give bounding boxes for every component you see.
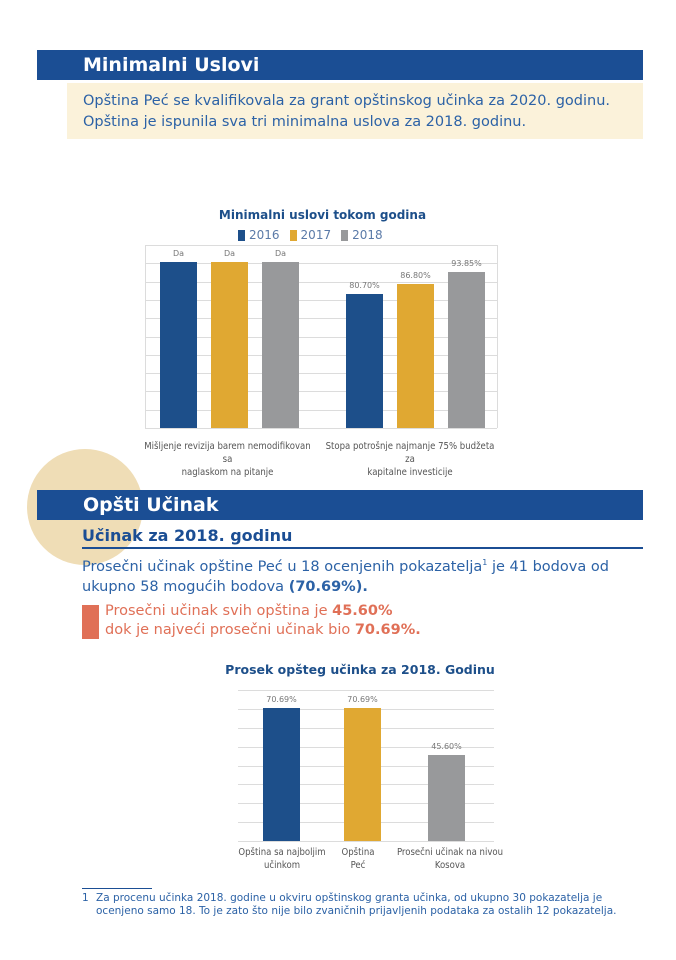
axis-line	[145, 245, 146, 428]
footnote-rule	[82, 888, 152, 889]
legend-swatch-icon	[289, 229, 297, 241]
callout-accent	[82, 605, 99, 639]
subsection-rule	[82, 547, 643, 549]
axis-line	[497, 245, 498, 428]
gridline	[145, 245, 497, 246]
intro-box: Opština Peć se kvalifikovala za grant op…	[67, 83, 643, 139]
bar-value-label: 93.85%	[451, 258, 482, 268]
gridline	[145, 299, 497, 301]
category-label-line: Mišljenje revizija barem nemodifikovan s…	[144, 441, 311, 465]
bar-2	[344, 707, 381, 841]
category-label-line: Prosečni učinak na nivou	[396, 847, 504, 858]
chart2-category-2-label: Opština Peć	[318, 846, 398, 872]
intro-line-1: Opština Peć se kvalifikovala za grant op…	[83, 93, 611, 109]
chart2-category-3-label: Prosečni učinak na nivou Kosova	[390, 846, 510, 872]
footnote-text: Za procenu učinka 2018. godine u okviru …	[96, 892, 617, 917]
legend-label: 2017	[300, 228, 332, 242]
legend-item-2017: 2017	[289, 228, 332, 242]
category-label-line: Kosova	[434, 860, 466, 871]
bar-value-label: 80.70%	[349, 280, 380, 290]
subsection-title: Učinak za 2018. godinu	[82, 526, 293, 545]
category-label-line: Peć	[350, 860, 366, 871]
gridline	[145, 391, 497, 393]
category-label-line: Stopa potrošnje najmanje 75% budžeta za	[325, 441, 495, 465]
section-title-opsti-ucinak: Opšti Učinak	[37, 490, 643, 520]
gridline	[145, 428, 497, 429]
footnote-number: 1	[82, 892, 89, 904]
gridline	[145, 373, 497, 375]
category-label-line: Opština sa najboljim	[238, 847, 326, 858]
bar-1	[263, 707, 300, 841]
gridline	[145, 318, 497, 320]
bar-2018-group-2	[448, 271, 485, 428]
bar-value-label: Da	[274, 248, 287, 258]
footnote-ref: 1	[482, 558, 488, 567]
legend-swatch-icon	[341, 229, 349, 241]
bar-3	[428, 754, 465, 841]
chart1-category-1-label: Mišljenje revizija barem nemodifikovan s…	[140, 440, 315, 479]
para-text: je 41 bodova od	[487, 558, 609, 575]
legend-label: 2018	[352, 228, 383, 242]
chart1-category-2-label: Stopa potrošnje najmanje 75% budžeta za …	[320, 440, 500, 479]
chart1-title: Minimalni uslovi tokom godina	[218, 208, 427, 222]
bar-2017-group-1	[211, 261, 248, 428]
chart2-category-1-label: Opština sa najboljim učinkom	[232, 846, 332, 872]
para-text: Prosečni učinak opštine Peć u 18 ocenjen…	[82, 558, 483, 575]
legend-swatch-icon	[238, 229, 245, 241]
performance-paragraph: Prosečni učinak opštine Peć u 18 ocenjen…	[82, 553, 647, 597]
bar-2018-group-1	[262, 261, 299, 428]
bar-value-label: Da	[172, 248, 185, 258]
para-highlight: (70.69%).	[288, 578, 368, 595]
callout-line: Prosečni učinak svih opština je	[105, 603, 333, 619]
gridline	[145, 354, 497, 356]
callout-value: 45.60%	[332, 603, 393, 619]
gridline	[145, 281, 497, 283]
category-label-line: naglaskom na pitanje	[181, 467, 274, 478]
legend-label: 2016	[249, 228, 280, 242]
bar-value-label: 70.69%	[266, 694, 297, 704]
intro-line-2: Opština je ispunila sva tri minimalna us…	[83, 114, 527, 130]
footnote: 1 Za procenu učinka 2018. godine u okvir…	[82, 892, 652, 918]
bar-2016-group-1	[160, 261, 197, 428]
gridline	[145, 336, 497, 338]
callout-line: dok je najveći prosečni učinak bio	[105, 622, 355, 638]
callout-value: 70.69%.	[354, 622, 421, 638]
bar-2016-group-2	[346, 293, 383, 428]
chart1-legend: 2016 2017 2018	[238, 228, 383, 242]
category-label-line: kapitalne investicije	[367, 467, 453, 478]
bar-2017-group-2	[397, 283, 434, 428]
bar-value-label: Da	[223, 248, 236, 258]
legend-item-2016: 2016	[238, 228, 280, 242]
gridline	[238, 841, 494, 842]
chart2-title: Prosek opšteg učinka za 2018. Godinu	[225, 662, 495, 677]
gridline	[238, 690, 494, 691]
section-title-minimalni-uslovi: Minimalni Uslovi	[37, 50, 643, 80]
gridline	[145, 263, 497, 265]
callout-text: Prosečni učinak svih opština je 45.60% d…	[105, 602, 421, 640]
bar-value-label: 45.60%	[431, 741, 462, 751]
category-label-line: učinkom	[263, 860, 301, 871]
bar-value-label: 70.69%	[347, 694, 378, 704]
legend-item-2018: 2018	[341, 228, 383, 242]
para-text: ukupno 58 mogućih bodova	[82, 578, 289, 595]
gridline	[145, 409, 497, 411]
bar-value-label: 86.80%	[400, 270, 431, 280]
category-label-line: Opština	[341, 847, 375, 858]
